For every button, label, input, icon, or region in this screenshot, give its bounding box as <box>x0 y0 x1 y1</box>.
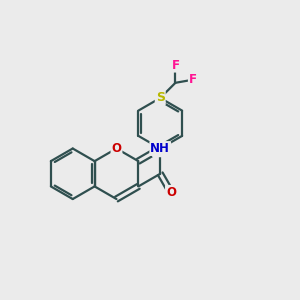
Text: O: O <box>153 143 163 156</box>
Text: F: F <box>171 58 179 72</box>
Text: F: F <box>189 73 197 86</box>
Text: S: S <box>156 92 165 104</box>
Text: NH: NH <box>150 142 170 155</box>
Text: O: O <box>166 186 176 199</box>
Text: O: O <box>112 142 122 155</box>
